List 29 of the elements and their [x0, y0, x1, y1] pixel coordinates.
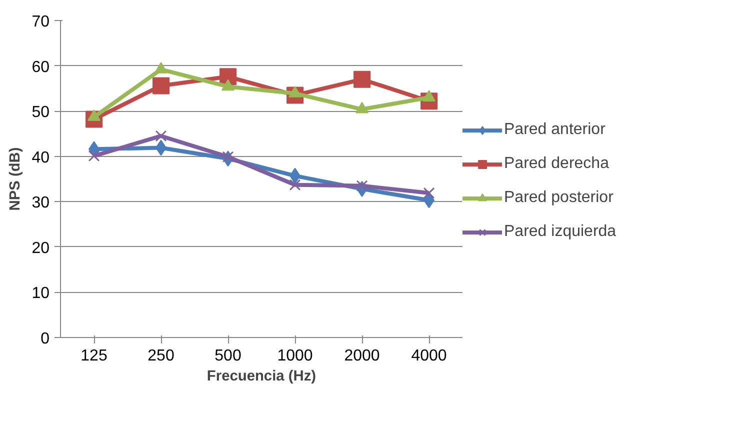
y-tick-label: 70: [32, 14, 50, 30]
y-tick-label: 30: [32, 194, 50, 212]
legend-label: Pared derecha: [504, 155, 609, 173]
point: [222, 79, 234, 91]
x-tick-label: 250: [148, 348, 174, 364]
legend-label: Pared posterior: [504, 189, 614, 207]
point: [222, 151, 234, 163]
legend-label: Pared anterior: [504, 121, 606, 139]
y-axis-title: NPS (dB): [8, 147, 24, 211]
x-tick-label: 4000: [411, 348, 447, 364]
x-axis-title: Frecuencia (Hz): [206, 368, 316, 384]
y-tick-label: 60: [32, 58, 50, 76]
x-tick-label: 500: [214, 348, 242, 364]
point: [155, 130, 167, 142]
legend-label: Pared izquierda: [504, 223, 616, 241]
x-tick-label: 125: [80, 348, 108, 364]
y-tick-label: 10: [32, 285, 50, 302]
point: [289, 179, 301, 191]
point: [423, 187, 435, 199]
y-tick-label: 20: [32, 240, 50, 257]
y-tick-label: 0: [40, 330, 50, 348]
point: [152, 77, 170, 94]
x-tick-label: 2000: [344, 348, 380, 364]
y-tick-label: 40: [32, 149, 50, 166]
y-tick-label: 50: [32, 104, 50, 122]
point: [356, 180, 368, 192]
x-tick-label: 1000: [277, 348, 313, 364]
point: [88, 150, 100, 162]
point: [354, 70, 370, 88]
